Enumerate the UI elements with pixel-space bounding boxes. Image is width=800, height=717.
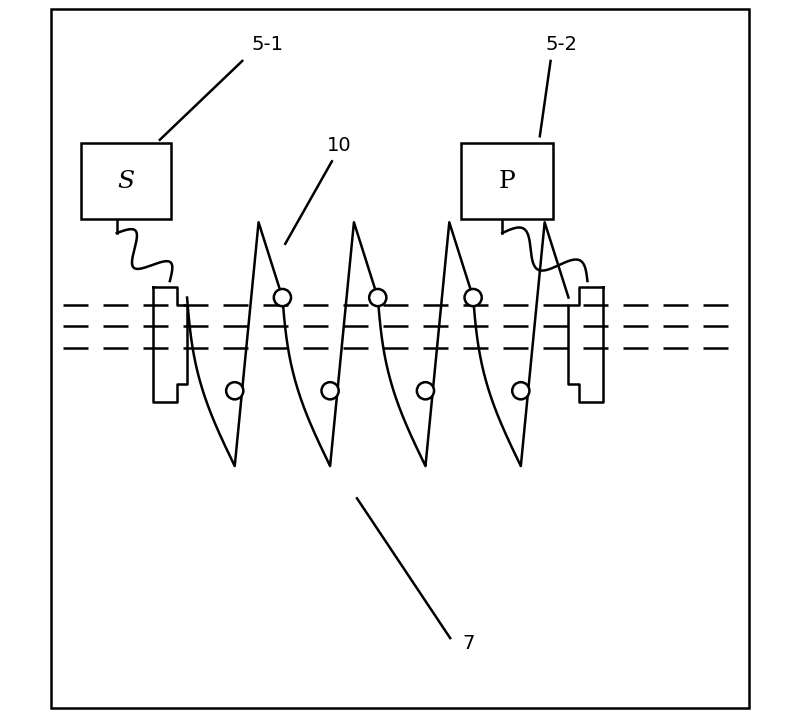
Text: S: S [117, 169, 134, 193]
Circle shape [274, 289, 291, 306]
Text: 10: 10 [326, 136, 351, 155]
Text: 7: 7 [462, 634, 474, 653]
Circle shape [512, 382, 530, 399]
Text: P: P [498, 169, 515, 193]
Text: 5-1: 5-1 [251, 35, 283, 54]
Circle shape [369, 289, 386, 306]
Bar [461, 143, 553, 219]
Text: 5-2: 5-2 [546, 35, 578, 54]
Circle shape [465, 289, 482, 306]
Circle shape [226, 382, 243, 399]
Bar [81, 143, 170, 219]
Circle shape [322, 382, 338, 399]
Circle shape [417, 382, 434, 399]
